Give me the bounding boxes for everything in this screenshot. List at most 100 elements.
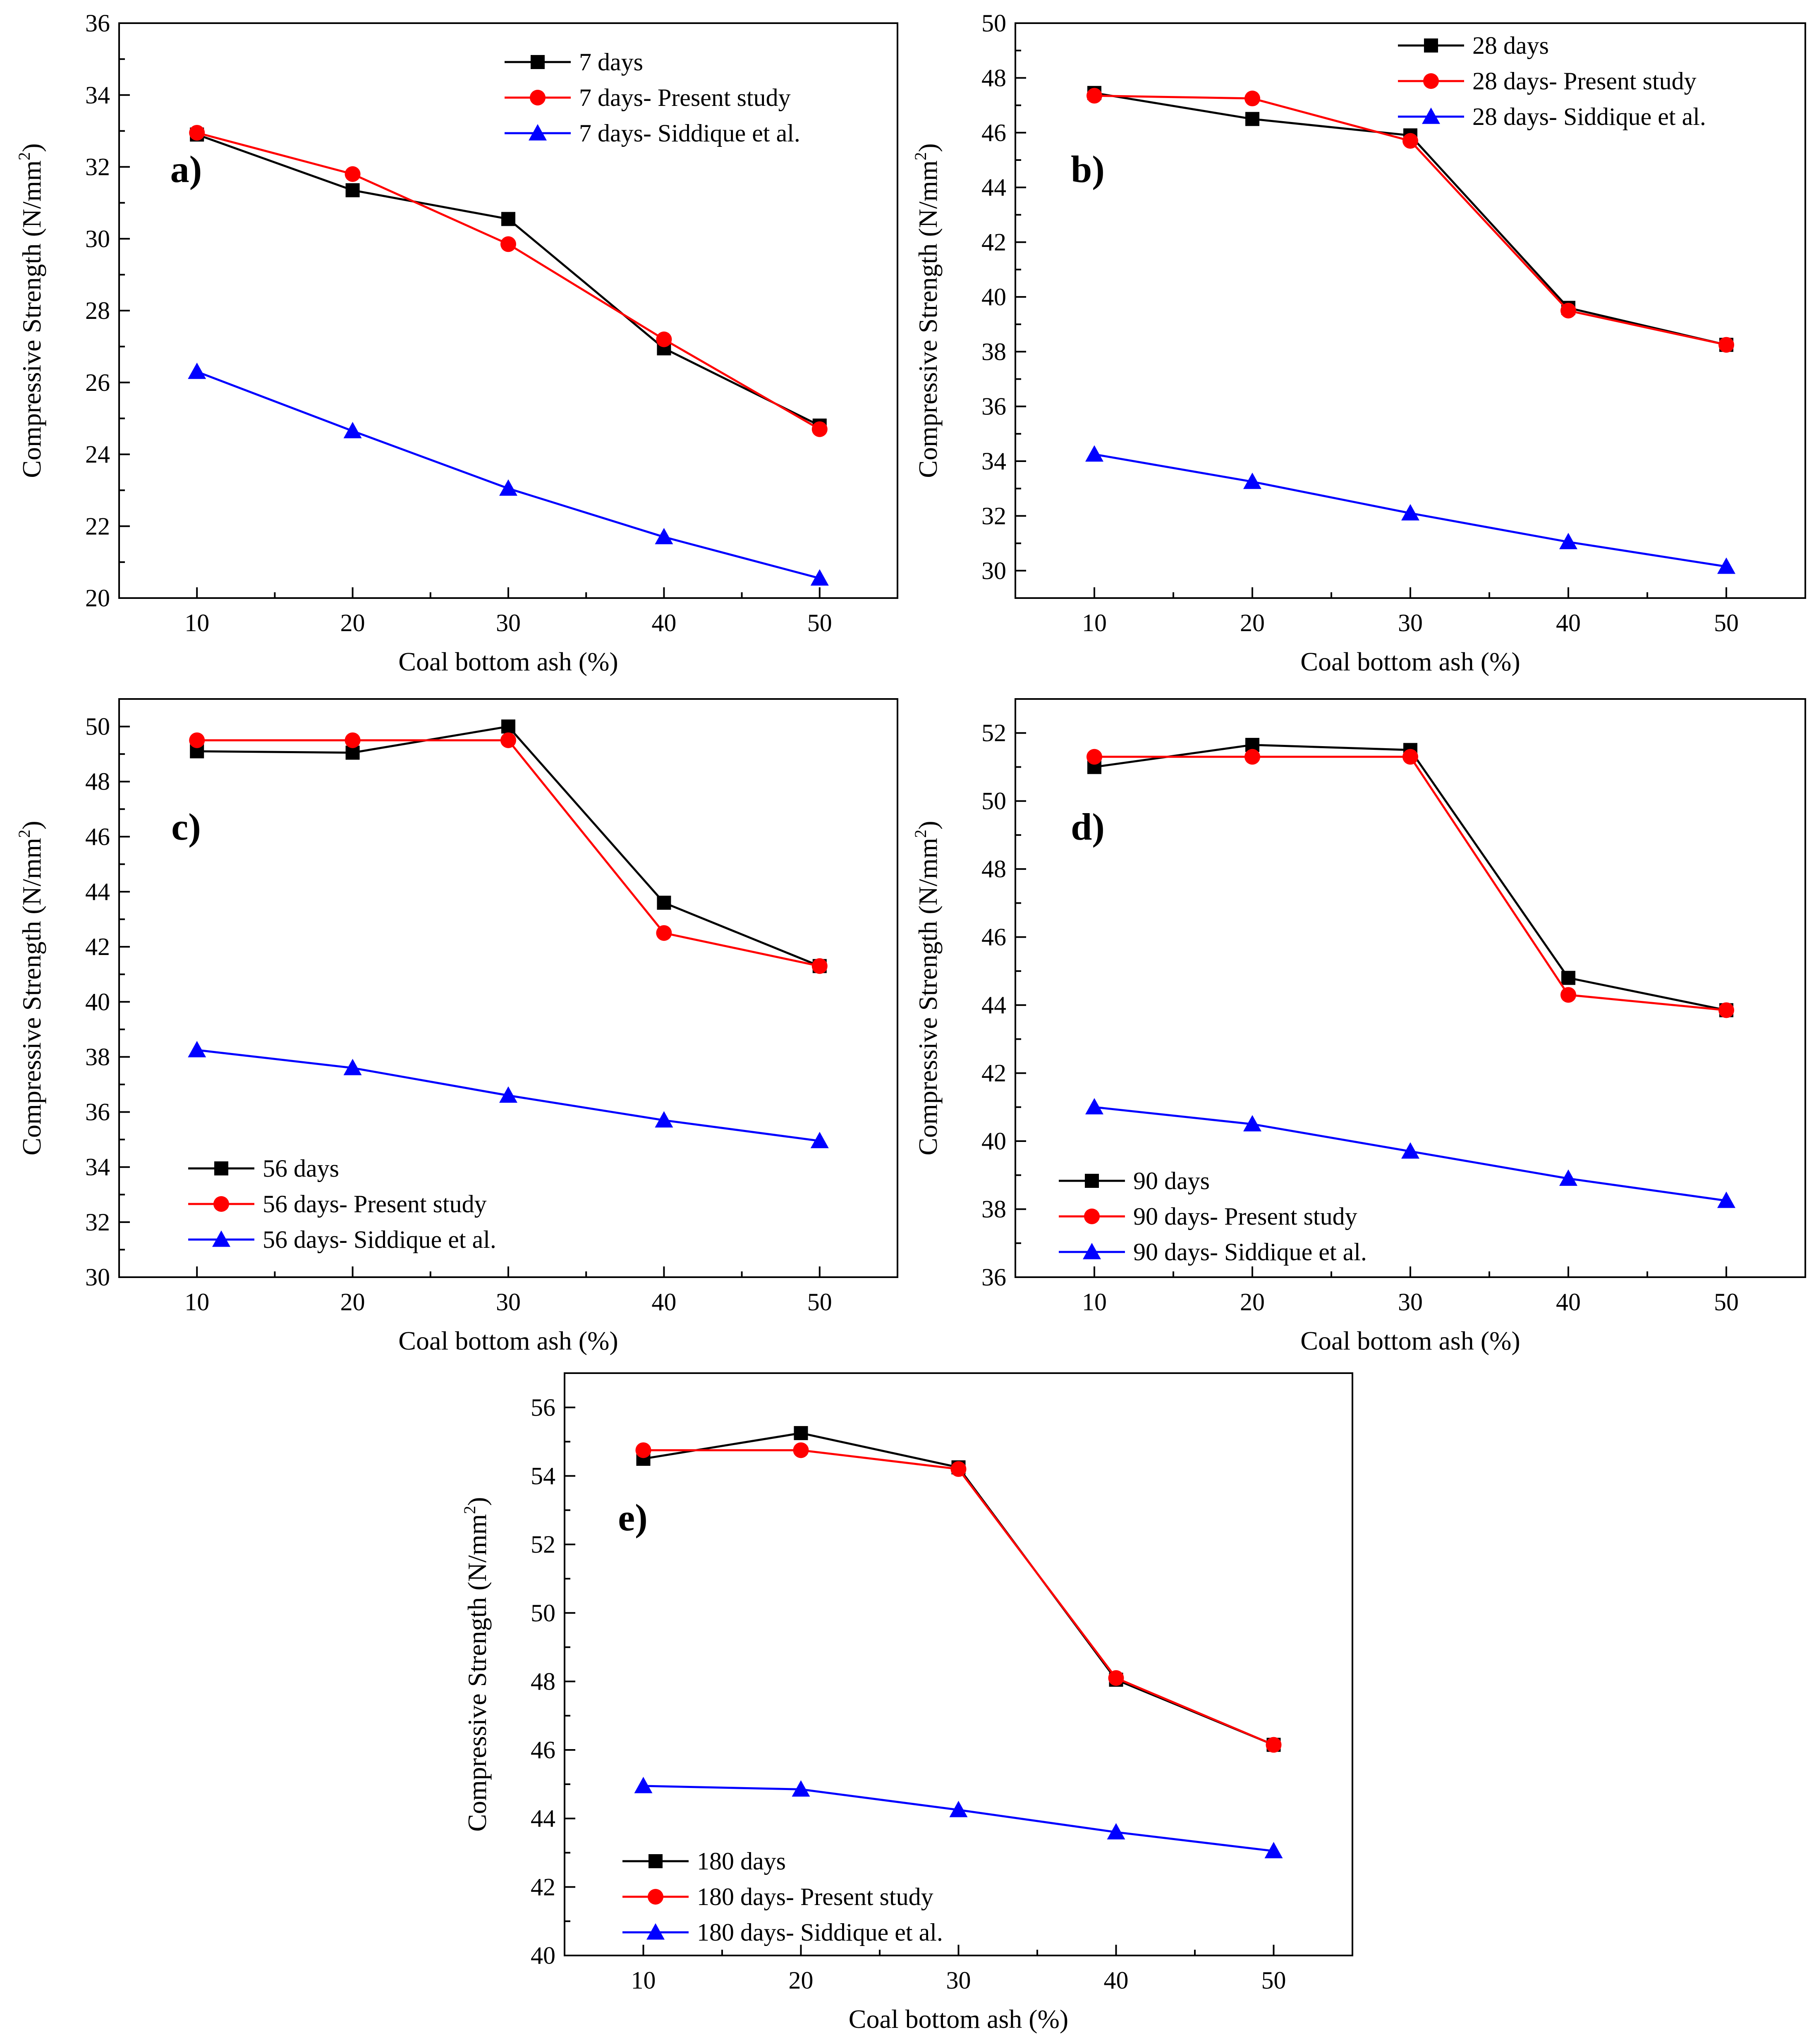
legend: 7 days 7 days- Present study 7 days- Siddi… [505, 48, 800, 147]
y-tick-label: 42 [85, 933, 110, 960]
y-tick-label: 52 [981, 719, 1006, 747]
data-point-triangle [1085, 1098, 1103, 1115]
y-tick-label: 40 [531, 1942, 555, 1969]
data-point-circle [1108, 1670, 1124, 1686]
series-circle [1086, 88, 1734, 353]
y-tick-label: 30 [85, 1264, 110, 1291]
y-tick-label: 42 [981, 1060, 1006, 1087]
legend-marker-circle [530, 90, 546, 105]
data-point-triangle [1717, 557, 1735, 574]
series-line [1094, 756, 1727, 1011]
y-tick-label: 46 [531, 1736, 555, 1764]
x-tick-label: 30 [496, 609, 521, 637]
legend-label: 7 days [579, 48, 643, 76]
y-tick-label: 50 [981, 10, 1006, 37]
y-tick-label: 48 [531, 1668, 555, 1695]
legend-marker-circle [1423, 73, 1439, 89]
legend-marker-square [214, 1161, 228, 1175]
series-triangle [634, 1777, 1283, 1858]
chart-panel-a: 20 22 24 26 28 30 32 34 36 10 20 30 40 50 Coal bottom … [15, 10, 898, 676]
y-tick-label: 32 [85, 153, 110, 181]
y-tick-label: 24 [85, 441, 110, 468]
data-point-square [501, 719, 515, 734]
y-tick-label: 56 [531, 1394, 555, 1421]
y-tick-label: 40 [981, 283, 1006, 311]
data-point-triangle [499, 1086, 517, 1103]
chart-panel-b: 30 32 34 36 38 40 42 44 46 48 50 10 20 30 40 50 Coal bot… [911, 10, 1806, 676]
y-tick-label: 26 [85, 369, 110, 396]
data-point-square [1245, 112, 1259, 126]
data-point-triangle [655, 528, 673, 544]
y-tick-label: 22 [85, 512, 110, 540]
y-tick-label: 30 [85, 225, 110, 252]
x-axis-title: Coal bottom ash (%) [398, 1326, 618, 1355]
y-tick-label: 50 [531, 1599, 555, 1627]
x-axis-title: Coal bottom ash (%) [398, 647, 618, 676]
data-point-circle [345, 166, 361, 182]
x-tick-label: 20 [789, 1967, 814, 1994]
legend-label: 28 days- Present study [1472, 67, 1697, 95]
data-point-square [657, 895, 671, 910]
x-tick-label: 30 [1398, 1288, 1423, 1316]
y-axis-title: Compressive Strength (N/mm2) [911, 821, 943, 1155]
x-tick-label: 20 [1240, 1288, 1265, 1316]
data-point-circle [656, 925, 672, 941]
x-tick-label: 50 [1714, 609, 1739, 637]
data-point-triangle [1401, 504, 1419, 521]
data-point-triangle [1243, 1115, 1261, 1132]
x-tick-label: 50 [807, 609, 832, 637]
chart-panel-d: 36 38 40 42 44 46 48 50 52 10 20 30 40 50 Coal bottom … [911, 698, 1806, 1355]
x-axis-title: Coal bottom ash (%) [1300, 1326, 1520, 1355]
x-tick-label: 40 [1104, 1967, 1129, 1994]
y-axis-title: Compressive Strength (N/mm2) [460, 1497, 492, 1831]
y-tick-label: 38 [85, 1043, 110, 1070]
data-point-circle [189, 732, 205, 748]
x-tick-label: 40 [651, 1288, 676, 1316]
y-tick-label: 42 [981, 229, 1006, 256]
data-point-circle [1402, 133, 1418, 149]
y-tick-label: 50 [981, 787, 1006, 815]
y-tick-label: 46 [981, 924, 1006, 951]
y-tick-label: 52 [531, 1531, 555, 1558]
y-tick-label: 32 [981, 502, 1006, 529]
series-circle [1086, 749, 1734, 1018]
y-tick-label: 36 [981, 393, 1006, 420]
panel-label: b) [1071, 148, 1105, 190]
legend-marker-triangle [1083, 1243, 1101, 1259]
x-tick-label: 20 [340, 609, 365, 637]
legend-label: 56 days- Present study [263, 1190, 487, 1218]
series-triangle [188, 1041, 829, 1149]
panel-label: d) [1071, 806, 1105, 848]
y-tick-label: 50 [85, 713, 110, 740]
series-line [1094, 744, 1727, 1011]
x-tick-label: 50 [807, 1288, 832, 1316]
legend-marker-triangle [529, 124, 547, 141]
legend-marker-square [1424, 38, 1438, 53]
legend-marker-triangle [1422, 108, 1440, 124]
data-point-circle [811, 421, 828, 437]
series-triangle [1085, 445, 1735, 574]
legend-label: 180 days- Present study [697, 1883, 933, 1910]
y-tick-label: 38 [981, 338, 1006, 365]
data-point-circle [656, 331, 672, 347]
legend-label: 90 days- Present study [1133, 1203, 1357, 1230]
legend-label: 180 days- Siddique et al. [697, 1919, 943, 1946]
legend-label: 28 days- Siddique et al. [1472, 103, 1706, 130]
data-point-circle [1718, 1002, 1734, 1018]
x-tick-label: 20 [340, 1288, 365, 1316]
series-line [643, 1785, 1274, 1852]
y-tick-label: 36 [85, 1099, 110, 1126]
x-tick-label: 10 [184, 1288, 209, 1316]
y-tick-label: 48 [981, 855, 1006, 883]
legend-marker-square [1085, 1174, 1099, 1188]
data-point-triangle [1107, 1823, 1125, 1840]
x-tick-label: 40 [651, 609, 676, 637]
series-circle [189, 732, 828, 974]
series-square [1087, 738, 1733, 1017]
x-tick-label: 20 [1240, 609, 1265, 637]
series-line [196, 371, 820, 579]
series-triangle [188, 362, 829, 586]
series-square [190, 719, 827, 973]
data-point-triangle [343, 1059, 362, 1075]
legend: 90 days 90 days- Present study 90 days- Si… [1059, 1167, 1367, 1266]
